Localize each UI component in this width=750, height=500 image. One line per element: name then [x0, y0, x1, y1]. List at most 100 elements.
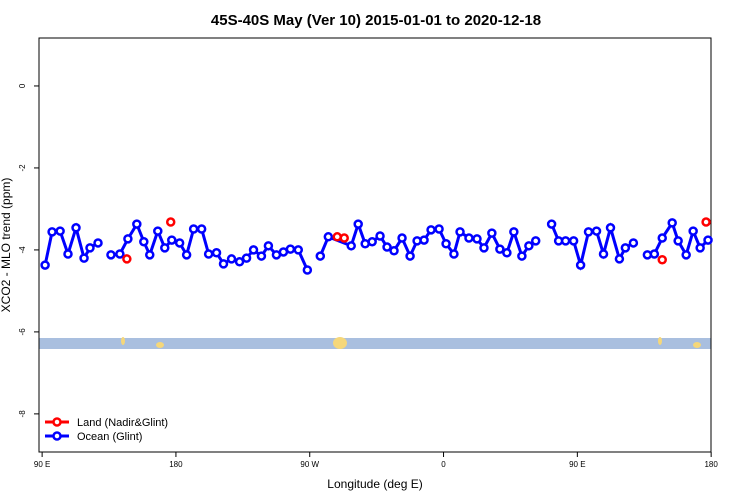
point: [122, 254, 132, 264]
point: [248, 245, 259, 255]
point: [115, 249, 125, 259]
point: [673, 236, 683, 246]
point: [517, 251, 527, 261]
x-axis-label: Longitude (deg E): [327, 477, 422, 491]
point: [302, 265, 313, 275]
point: [389, 245, 399, 256]
point: [455, 227, 465, 237]
point: [657, 233, 667, 243]
point: [203, 249, 214, 259]
x-tick-label: 0: [441, 460, 446, 469]
point: [382, 242, 392, 252]
point: [132, 219, 142, 229]
point: [339, 233, 349, 243]
point: [234, 257, 245, 267]
point: [524, 241, 534, 251]
point: [472, 234, 482, 244]
point: [153, 226, 163, 236]
point: [479, 243, 489, 253]
point: [495, 244, 505, 254]
point: [449, 249, 459, 259]
point: [85, 243, 95, 253]
point: [139, 236, 149, 247]
point: [293, 245, 304, 255]
point: [701, 217, 711, 227]
point: [167, 235, 177, 245]
point: [657, 255, 667, 265]
point: [71, 223, 81, 233]
point: [145, 250, 155, 260]
point: [106, 250, 116, 260]
chart-title: 45S-40S May (Ver 10) 2015-01-01 to 2020-…: [211, 12, 541, 29]
point: [93, 238, 103, 248]
point: [353, 219, 363, 229]
point: [688, 226, 698, 236]
point: [649, 249, 660, 259]
point: [667, 218, 677, 228]
y-axis-label: XCO2 - MLO trend (ppm): [0, 178, 13, 313]
point: [419, 235, 429, 245]
point: [441, 239, 451, 249]
point: [263, 241, 274, 251]
point: [703, 235, 713, 245]
x-tick-label: 180: [169, 460, 183, 469]
point: [160, 243, 170, 253]
point: [196, 224, 207, 234]
point: [123, 234, 133, 244]
y-tick-label: -8: [18, 410, 27, 418]
point: [285, 244, 296, 254]
point: [174, 238, 185, 248]
point: [218, 259, 229, 269]
point: [397, 233, 407, 243]
point: [211, 248, 222, 258]
point: [40, 260, 50, 270]
point: [426, 225, 436, 235]
point: [367, 236, 377, 247]
point: [560, 236, 571, 246]
x-tick-label: 90 E: [569, 460, 585, 469]
point: [63, 249, 73, 259]
point: [323, 232, 334, 242]
point: [79, 253, 89, 263]
plot-frame: [38, 37, 712, 453]
point: [405, 251, 415, 261]
point: [165, 217, 176, 227]
point: [256, 251, 267, 261]
point: [464, 233, 474, 243]
legend-marker: [52, 431, 62, 441]
point: [598, 249, 609, 259]
point: [47, 227, 57, 237]
point: [530, 236, 541, 246]
point: [628, 238, 639, 248]
point: [55, 226, 65, 236]
y-tick-label: -4: [18, 246, 27, 254]
point: [583, 227, 594, 237]
point: [487, 228, 497, 238]
point: [226, 254, 237, 264]
point: [605, 223, 616, 233]
x-tick-label: 90 W: [300, 460, 319, 469]
legend-marker: [52, 417, 62, 427]
x-tick-label: 180: [704, 460, 718, 469]
x-tick-label: 90 E: [34, 460, 50, 469]
point: [568, 236, 579, 246]
point: [315, 251, 326, 261]
point: [181, 250, 192, 260]
point: [614, 254, 625, 264]
land-strip: [39, 337, 711, 349]
legend-label: Land (Nadir&Glint): [77, 417, 168, 429]
point: [434, 224, 444, 234]
point: [346, 241, 356, 251]
y-tick-label: 0: [18, 83, 27, 88]
point: [620, 243, 631, 253]
point: [695, 243, 705, 253]
point: [509, 227, 519, 237]
series-line: [337, 222, 706, 238]
point: [681, 250, 691, 260]
y-tick-label: -6: [18, 328, 27, 336]
point: [188, 224, 199, 234]
point: [591, 226, 602, 236]
legend-label: Ocean (Glint): [77, 431, 142, 443]
point: [502, 248, 512, 258]
